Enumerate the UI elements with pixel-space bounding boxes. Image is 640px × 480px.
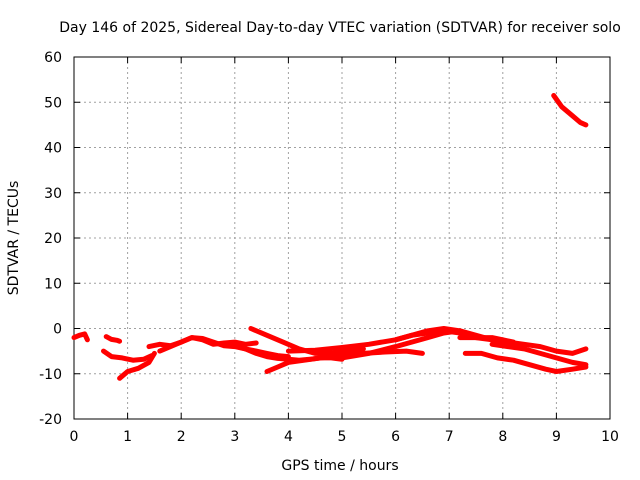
series-line-s3 [101,348,155,363]
x-tick-label: 4 [284,429,293,445]
y-tick-label: 20 [44,231,62,247]
series-line-s1 [71,331,90,343]
series-line-s4 [117,350,157,381]
y-tick-label: 30 [44,186,62,202]
y-tick-label: 50 [44,95,62,111]
x-tick-label: 8 [498,429,507,445]
series-line-s13 [457,335,589,356]
y-tick-label: 60 [44,50,62,66]
x-tick-label: 3 [230,429,239,445]
x-axis-label: GPS time / hours [281,458,398,474]
series-line-s15 [462,350,589,374]
chart-title: Day 146 of 2025, Sidereal Day-to-day VTE… [59,20,621,36]
y-axis-label: SDTVAR / TECUs [6,181,22,296]
grid [74,57,610,419]
x-tick-label: 10 [601,429,619,445]
tick-labels: 0 1 2 3 4 5 6 7 8 9 10 -20 -10 0 10 20 30 40 50 60 [39,50,619,445]
x-tick-label: 5 [338,429,347,445]
y-tick-label: 10 [44,276,62,292]
x-tick-label: 1 [123,429,132,445]
series-line-s14 [489,341,589,368]
y-tick-label: -20 [39,412,62,428]
x-tick-label: 0 [70,429,79,445]
x-tick-label: 6 [391,429,400,445]
series-line-s6 [157,335,291,360]
x-tick-label: 9 [552,429,561,445]
x-tick-label: 2 [177,429,186,445]
series-line-s16 [551,93,589,128]
y-tick-label: -10 [39,367,62,383]
x-tick-label: 7 [445,429,454,445]
series-group [71,93,589,381]
y-tick-label: 40 [44,141,62,157]
axis-ticks [73,56,611,420]
series-line-s9 [264,348,425,374]
series-line-s2 [103,334,123,344]
y-tick-label: 0 [53,322,62,338]
